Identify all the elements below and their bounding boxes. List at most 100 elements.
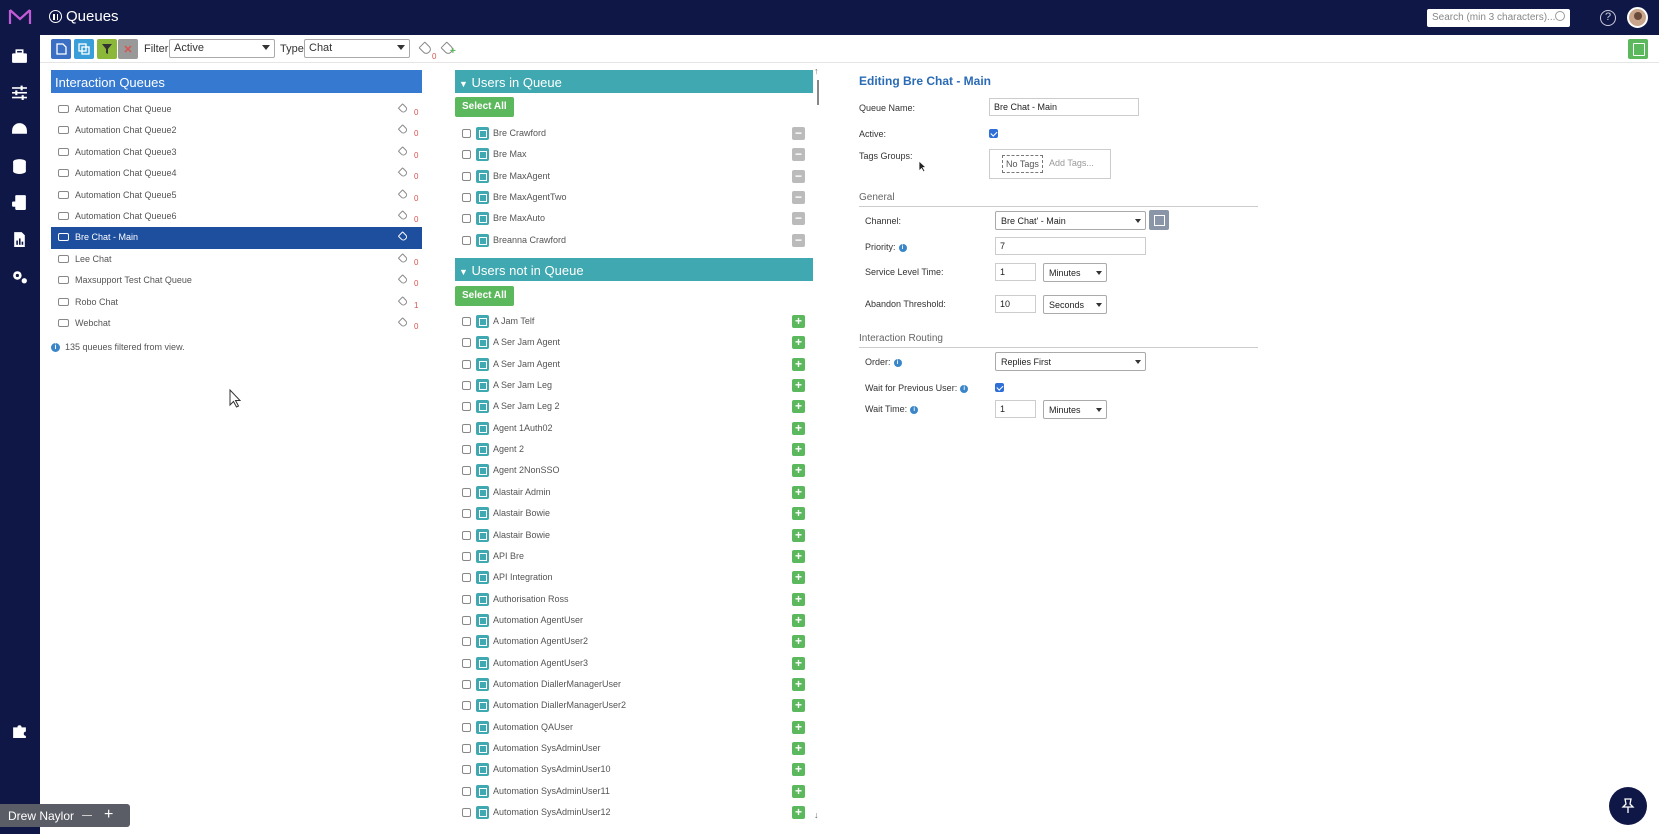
open-user-icon[interactable] (476, 720, 489, 734)
info-icon[interactable]: i (898, 243, 907, 252)
add-user-button[interactable]: + (792, 528, 805, 542)
remove-user-button[interactable]: − (792, 148, 805, 162)
abandon-unit-select[interactable]: Seconds (1043, 295, 1107, 314)
new-queue-button[interactable] (51, 39, 71, 59)
wait-previous-checkbox[interactable] (995, 383, 1004, 392)
open-user-icon[interactable] (476, 592, 489, 606)
add-user-button[interactable]: + (792, 443, 805, 457)
open-user-icon[interactable] (476, 190, 489, 204)
queue-row[interactable]: Automation Chat Queue5 0 (51, 185, 422, 206)
queue-row[interactable]: Maxsupport Test Chat Queue 0 (51, 270, 422, 291)
service-level-unit-select[interactable]: Minutes (1043, 263, 1107, 282)
open-user-icon[interactable] (476, 549, 489, 563)
open-user-icon[interactable] (476, 336, 489, 350)
user-checkbox[interactable] (462, 338, 471, 348)
user-checkbox[interactable] (462, 509, 471, 519)
add-user-button[interactable]: + (792, 699, 805, 713)
user-checkbox[interactable] (462, 701, 471, 711)
user-checkbox[interactable] (462, 765, 471, 775)
copy-queue-button[interactable] (74, 39, 94, 59)
channel-select[interactable]: Bre Chat' - Main (995, 211, 1146, 230)
global-search-input[interactable]: Search (min 3 characters)... (1427, 9, 1570, 27)
open-user-icon[interactable] (476, 212, 489, 226)
user-checkbox[interactable] (462, 658, 471, 668)
queue-row[interactable]: Automation Chat Queue6 0 (51, 206, 422, 227)
add-user-button[interactable]: + (792, 656, 805, 670)
add-user-button[interactable]: + (792, 720, 805, 734)
remove-user-button[interactable]: − (792, 127, 805, 140)
open-user-icon[interactable] (476, 763, 489, 777)
add-user-button[interactable]: + (792, 485, 805, 499)
open-user-icon[interactable] (476, 784, 489, 798)
user-checkbox[interactable] (462, 381, 471, 391)
add-user-button[interactable]: + (792, 806, 805, 820)
add-user-button[interactable]: + (792, 784, 805, 798)
settings-gears-icon[interactable] (10, 267, 28, 285)
scroll-up-icon[interactable]: ↑ (814, 66, 819, 76)
info-icon[interactable]: i (960, 384, 969, 393)
add-user-button[interactable]: + (792, 613, 805, 627)
add-user-button[interactable]: + (792, 357, 805, 371)
tag-icon[interactable] (418, 41, 433, 56)
open-user-icon[interactable] (476, 613, 489, 627)
remove-user-button[interactable]: − (792, 212, 805, 226)
queue-row[interactable]: Automation Chat Queue3 0 (51, 142, 422, 163)
tag-icon[interactable] (397, 210, 409, 221)
report-icon[interactable] (10, 230, 28, 248)
tag-icon[interactable] (397, 252, 409, 264)
logged-in-user-chip[interactable]: Drew Naylor + (0, 804, 130, 827)
user-checkbox[interactable] (462, 150, 471, 160)
tag-icon[interactable] (397, 188, 409, 200)
user-checkbox[interactable] (462, 423, 471, 433)
filter-button[interactable] (97, 39, 117, 59)
open-user-icon[interactable] (476, 485, 489, 499)
help-icon[interactable]: ? (1600, 10, 1616, 26)
queue-row[interactable]: Robo Chat 1 (51, 292, 422, 313)
queue-name-input[interactable]: Bre Chat - Main (989, 98, 1139, 116)
wait-time-unit-select[interactable]: Minutes (1043, 400, 1107, 419)
add-icon[interactable]: + (104, 806, 114, 823)
abandon-threshold-input[interactable]: 10 (995, 295, 1036, 313)
scroll-down-icon[interactable]: ↓ (814, 810, 819, 820)
user-checkbox[interactable] (462, 679, 471, 689)
user-checkbox[interactable] (462, 192, 471, 202)
open-user-icon[interactable] (476, 571, 489, 585)
add-user-button[interactable]: + (792, 400, 805, 414)
tag-icon[interactable] (397, 145, 409, 157)
add-user-button[interactable]: + (792, 379, 805, 393)
open-user-icon[interactable] (476, 528, 489, 542)
open-user-icon[interactable] (476, 635, 489, 649)
remove-user-button[interactable]: − (792, 190, 805, 204)
open-user-icon[interactable] (476, 148, 489, 162)
user-checkbox[interactable] (462, 808, 471, 818)
user-checkbox[interactable] (462, 573, 471, 583)
queue-row[interactable]: Webchat 0 (51, 313, 422, 334)
user-checkbox[interactable] (462, 466, 471, 476)
users-scrollbar[interactable]: ↑ ↓ (814, 66, 821, 820)
filter-select[interactable]: Active (169, 39, 275, 58)
queue-row[interactable]: Bre Chat - Main (51, 227, 422, 249)
user-checkbox[interactable] (462, 637, 471, 647)
add-user-button[interactable]: + (792, 336, 805, 350)
add-user-button[interactable]: + (792, 571, 805, 585)
open-user-icon[interactable] (476, 443, 489, 457)
tag-icon[interactable] (397, 124, 409, 136)
tag-icon[interactable] (397, 274, 409, 285)
service-level-input[interactable]: 1 (995, 263, 1036, 281)
open-user-icon[interactable] (476, 656, 489, 670)
briefcase-icon[interactable] (10, 47, 28, 65)
user-checkbox[interactable] (462, 786, 471, 796)
open-user-icon[interactable] (476, 169, 489, 183)
add-user-button[interactable]: + (792, 592, 805, 606)
user-checkbox[interactable] (462, 530, 471, 540)
add-user-button[interactable]: + (792, 763, 805, 777)
order-select[interactable]: Replies First (995, 352, 1146, 371)
tag-icon[interactable] (397, 295, 409, 307)
max-logo-icon[interactable] (8, 6, 32, 28)
clear-filter-button[interactable]: ✕ (118, 39, 138, 59)
open-user-icon[interactable] (476, 233, 489, 247)
open-user-icon[interactable] (476, 699, 489, 713)
info-icon[interactable]: i (910, 405, 919, 414)
search-icon[interactable] (1555, 11, 1565, 21)
user-checkbox[interactable] (462, 171, 471, 181)
